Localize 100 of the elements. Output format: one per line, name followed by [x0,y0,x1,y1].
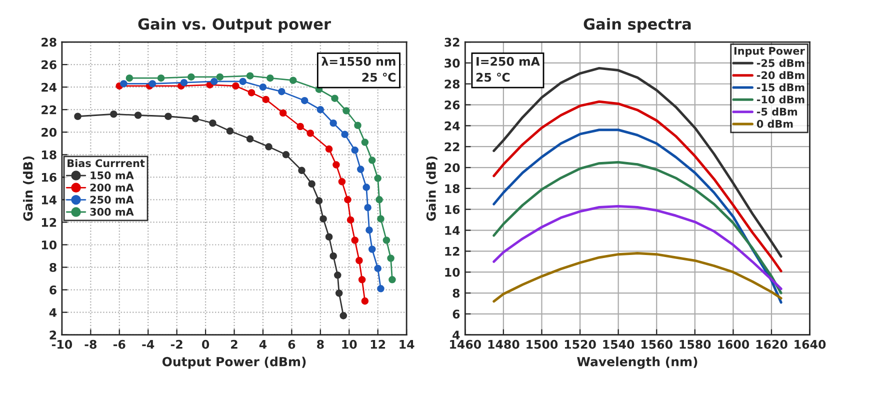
legend-label: -15 dBm [756,83,804,92]
point [246,135,254,143]
y-tick-label: 16 [445,205,460,214]
point [120,80,128,88]
point [315,197,323,204]
y-tick-label: 28 [42,38,56,47]
x-tick-label: 1460 [450,340,482,349]
x-tick-label: 12 [370,340,386,349]
point [157,74,165,82]
point [361,297,369,305]
point [300,96,308,104]
y-tick-label: 18 [42,150,56,160]
point [368,246,376,253]
y-tick-label: 4 [49,308,57,317]
y-tick-label: 26 [42,60,56,70]
y-tick-label: 22 [444,142,460,152]
point [387,254,394,262]
x-tick-label: 1480 [488,340,520,349]
y-tick-label: 10 [42,240,57,250]
point [325,233,333,241]
y-tick-label: 24 [444,121,460,130]
x-tick-label: 6 [288,340,296,349]
point [377,215,384,222]
point [259,83,267,91]
point [354,122,362,130]
point [377,285,384,292]
point [342,107,350,114]
legend-label: -25 dBm [756,58,804,67]
y-tick-label: 16 [42,172,56,182]
y-axis-title: Gain (dB) [23,156,34,221]
line-series [492,252,782,303]
legend-label: 150 mA [90,171,134,180]
y-axis-title: Gain (dB) [426,156,438,221]
point [74,112,82,120]
x-tick-label: 8 [317,340,324,349]
x-tick-label: -6 [113,340,126,349]
x-tick-label: -4 [142,340,154,349]
y-tick-label: 28 [444,80,460,89]
point [374,174,382,182]
point [298,166,306,174]
point [335,290,343,297]
point [362,184,370,191]
legend-label: -10 dBm [756,95,804,104]
point [346,216,354,224]
x-tick-label: 1540 [603,340,634,349]
y-tick-label: 24 [42,82,57,92]
point [368,156,376,164]
x-tick-label: -8 [84,340,96,349]
point [282,151,290,158]
point [110,110,118,118]
legend-label: 200 mA [90,184,134,192]
point [330,119,337,127]
annotation: I=250 mA 25 ℃ [476,56,540,82]
point [188,73,195,81]
point [388,276,396,284]
legend-label: -5 dBm [756,108,798,116]
point [382,236,390,244]
point [332,161,340,168]
x-axis-title: Output Power (dBm) [162,356,306,369]
legend-label: 0 dBm [756,120,793,128]
legend-title: Input Power [734,47,805,57]
legend-label: -20 dBm [756,71,804,80]
chart-title: Gain vs. Output power [138,18,331,33]
point [306,130,314,137]
y-tick-label: 12 [42,218,56,227]
x-axis-title: Wavelength (nm) [577,356,698,369]
point [325,145,333,153]
y-tick-label: 32 [444,38,460,47]
point [296,122,304,130]
point [316,106,324,114]
point [356,166,364,173]
point [358,276,366,284]
x-tick-label: 4 [259,340,267,349]
x-tick-label: 1600 [718,340,750,349]
y-tick-label: 6 [50,286,56,294]
y-tick-label: 6 [452,310,460,319]
y-tick-label: 30 [444,58,460,68]
x-tick-label: 1580 [680,340,711,349]
point [239,78,247,86]
y-tick-label: 26 [444,100,460,110]
point [308,180,316,188]
point [330,252,337,260]
y-tick-label: 12 [445,246,460,256]
point [246,72,254,80]
legend-label: 250 mA [90,196,134,204]
x-tick-label: 2 [231,340,238,349]
point [351,146,359,154]
x-tick-label: 1500 [526,340,558,349]
legend-title: Bias Currrent [68,159,145,168]
x-tick-label: 10 [342,340,357,349]
y-tick-label: 10 [445,268,460,277]
y-tick-label: 4 [452,330,460,340]
point [334,272,342,279]
chart-title: Gain spectra [584,18,691,33]
x-tick-label: 14 [400,340,414,349]
point [262,96,270,104]
point [232,82,240,90]
y-tick-label: 18 [445,184,460,194]
point [344,196,352,204]
point [331,94,338,102]
